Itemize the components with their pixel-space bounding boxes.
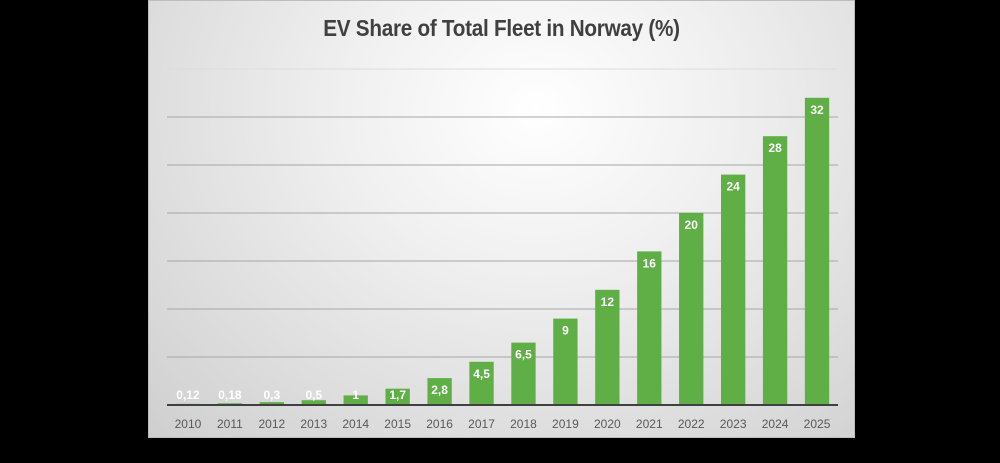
data-label: 12 — [601, 295, 615, 309]
x-tick-label: 2021 — [636, 417, 663, 431]
x-tick-label: 2015 — [384, 417, 411, 431]
data-label: 16 — [643, 256, 657, 270]
x-tick-label: 2014 — [342, 417, 369, 431]
data-labels: 0,12 0,18 0,3 0,5 1 1,7 2,8 4,5 6,5 9 12 16 20 24 28 32 — [176, 103, 824, 402]
data-label: 0,12 — [176, 388, 200, 402]
data-label: 0,5 — [305, 388, 322, 402]
bar-2014 — [343, 395, 368, 405]
data-label: 28 — [768, 141, 782, 155]
x-tick-label: 2019 — [552, 417, 579, 431]
bar-2017 — [469, 361, 494, 405]
x-tick-label: 2022 — [678, 417, 705, 431]
bar-2025 — [804, 97, 830, 406]
bar-2013 — [301, 400, 326, 405]
bar-chart: 0,12 0,18 0,3 0,5 1 1,7 2,84,56,59121620242832… — [167, 68, 838, 431]
bar-2015 — [385, 388, 410, 405]
data-label: 1 — [352, 388, 359, 402]
bar-2023 — [720, 174, 746, 405]
bar-2019 — [553, 318, 578, 405]
bar-2018 — [511, 342, 536, 405]
data-label: 0,3 — [264, 388, 281, 402]
x-tick-label: 2013 — [300, 417, 327, 431]
data-label: 4,5 — [473, 367, 490, 381]
bar-2012 — [259, 402, 285, 405]
chart-title: EV Share of Total Fleet in Norway (%) — [323, 15, 680, 41]
x-tick-label: 2017 — [468, 417, 495, 431]
bar-2016 — [427, 378, 452, 405]
bars — [175, 97, 830, 406]
x-tick-label: 2018 — [510, 417, 537, 431]
x-tick-label: 2020 — [594, 417, 621, 431]
bar-2021 — [637, 251, 662, 405]
x-tick-labels: 2010 2011 2012 2013 2014 2015 2016 2017 2018 2019… — [175, 417, 831, 431]
x-tick-label: 2011 — [217, 417, 243, 431]
chart-panel: EV Share of Total Fleet in Norway (%) 0,… — [148, 0, 855, 438]
data-label: 6,5 — [515, 348, 532, 362]
bar-2022 — [679, 213, 704, 405]
data-label: 20 — [685, 218, 699, 232]
bar-2020 — [595, 289, 620, 405]
bar-2024 — [762, 136, 788, 405]
x-tick-label: 2025 — [804, 417, 831, 431]
x-tick-label: 2023 — [720, 417, 747, 431]
x-tick-label: 2010 — [175, 417, 202, 431]
data-label: 24 — [726, 180, 740, 194]
data-label: 9 — [562, 324, 569, 338]
x-tick-label: 2012 — [258, 417, 285, 431]
data-label: 2,8 — [431, 383, 448, 397]
x-tick-label: 2024 — [762, 417, 789, 431]
gridlines — [167, 68, 838, 358]
data-label: 0,18 — [218, 388, 242, 402]
x-tick-label: 2016 — [426, 417, 453, 431]
data-label: 32 — [810, 103, 824, 117]
data-label: 1,7 — [389, 388, 406, 402]
